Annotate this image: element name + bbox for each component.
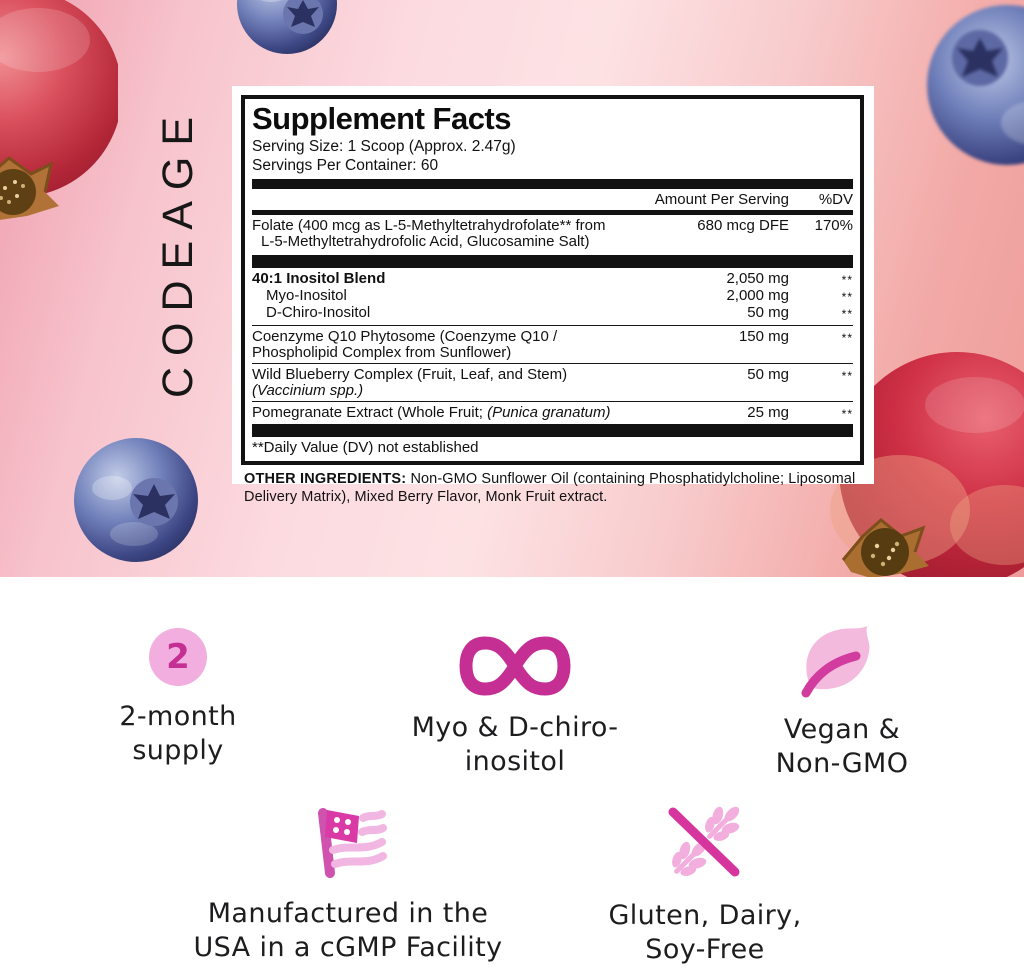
- ingredient-row-coq10: Coenzyme Q10 Phytosome (Coenzyme Q10 / P…: [252, 325, 853, 363]
- ingredient-row-wild-blueberry: Wild Blueberry Complex (Fruit, Leaf, and…: [252, 363, 853, 401]
- column-header-row: Amount Per Serving %DV: [252, 189, 853, 210]
- other-ingredients: OTHER INGREDIENTS: Non-GMO Sunflower Oil…: [244, 471, 856, 505]
- divider-bar: [252, 179, 853, 189]
- divider-bar: [252, 424, 853, 437]
- dv-column-header: %DV: [818, 191, 853, 208]
- brand-logo: CODEAGE: [153, 105, 202, 399]
- crossed-wheat-icon: [535, 799, 875, 885]
- features-section: 2 2-month supply Myo & D-chiro- inositol: [0, 577, 1024, 969]
- blueberry-image: [72, 436, 200, 569]
- supplement-facts-title: Supplement Facts: [252, 101, 512, 136]
- feature-myo-dchiro-inositol: Myo & D-chiro- inositol: [375, 635, 655, 779]
- supplement-facts-box: Supplement Facts Serving Size: 1 Scoop (…: [241, 95, 864, 465]
- feature-2-month-supply: 2 2-month supply: [58, 628, 298, 768]
- dv-footnote: **Daily Value (DV) not established: [252, 439, 479, 456]
- pomegranate-image: [805, 350, 1024, 577]
- usa-flag-icon: [158, 803, 538, 883]
- divider-bar: [252, 210, 853, 215]
- amount-column-header: Amount Per Serving: [654, 191, 789, 208]
- supplement-facts-panel: Supplement Facts Serving Size: 1 Scoop (…: [232, 86, 874, 505]
- ingredient-row-inositol-blend: 40:1 Inositol Blend 2,050 mg **: [252, 270, 853, 288]
- divider-bar: [252, 255, 853, 268]
- hero-section: CODEAGE Supplement Facts Serving Size: 1…: [0, 0, 1024, 577]
- number-2-badge-icon: 2: [149, 628, 207, 686]
- feature-usa-cgmp: Manufactured in the USA in a cGMP Facili…: [158, 803, 538, 965]
- feature-vegan-nongmo: Vegan & Non-GMO: [700, 623, 984, 781]
- ingredient-row-folate: Folate (400 mcg as L-5-Methyltetrahydrof…: [252, 217, 853, 250]
- feature-allergen-free: Gluten, Dairy, Soy-Free: [535, 799, 875, 967]
- ingredient-row-myo-inositol: Myo-Inositol 2,000 mg **: [266, 287, 853, 305]
- blueberry-image: [925, 3, 1024, 173]
- leaf-icon: [700, 623, 984, 699]
- ingredient-row-dchiro-inositol: D-Chiro-Inositol 50 mg **: [266, 304, 853, 322]
- pomegranate-image: [0, 0, 122, 233]
- blueberry-image: [235, 0, 339, 61]
- ingredient-row-pomegranate: Pomegranate Extract (Whole Fruit; (Punic…: [252, 401, 853, 424]
- infinity-icon: [375, 635, 655, 697]
- serving-size: Serving Size: 1 Scoop (Approx. 2.47g): [252, 138, 516, 155]
- servings-per-container: Servings Per Container: 60: [252, 157, 439, 174]
